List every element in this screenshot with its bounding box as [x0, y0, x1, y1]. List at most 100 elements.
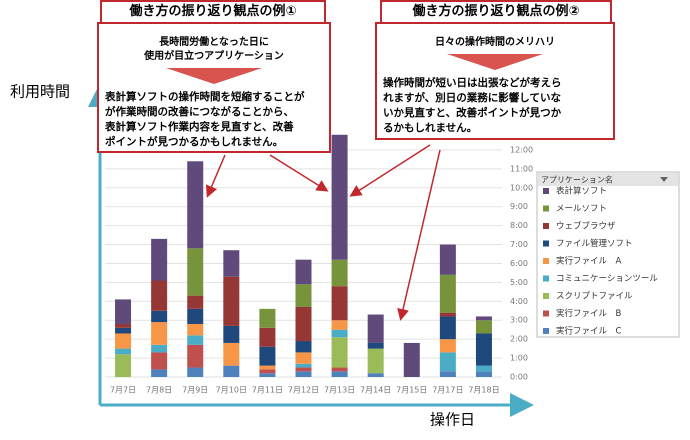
annotation-body: いか見直すと、改善ポイントが見つか	[383, 107, 562, 119]
bar-segment	[331, 134, 348, 260]
bar-segment	[295, 371, 312, 377]
bar-segment	[439, 339, 456, 353]
bar-segment	[223, 342, 240, 366]
x-tick-label: 7月12日	[288, 386, 319, 395]
annotation-box: 日々の操作時間のメリハリ操作時間が短い日は出張などが考えら れますが、別日の業務に…	[375, 22, 615, 140]
annotation-body: 表計算ソフト作業内容を見直すと、改善	[105, 121, 294, 133]
bar-segment	[367, 348, 384, 374]
x-tick-label: 7月7日	[110, 386, 136, 395]
legend-swatch	[543, 188, 549, 194]
bar-segment	[223, 276, 240, 326]
legend-swatch	[543, 310, 549, 317]
bar-segment	[223, 325, 240, 343]
annotation-body: ポイントが見つかるかもしれません。	[105, 136, 284, 148]
bar-segment	[295, 352, 312, 364]
annotation-subtitle: 日々の操作時間のメリハリ	[435, 37, 555, 48]
bar-segment	[151, 344, 168, 353]
annotation-body: 表計算ソフトの操作時間を短縮することが	[105, 91, 305, 103]
bar-segment	[475, 365, 492, 372]
x-tick-label: 7月11日	[252, 386, 283, 395]
y-tick-label: 2:00	[510, 335, 528, 344]
bar-segment	[115, 299, 132, 325]
bar-segment	[187, 308, 204, 325]
bar-segment	[439, 316, 456, 340]
arrow	[349, 144, 431, 197]
legend-title: アプリケーション名	[541, 175, 613, 185]
legend-label: 実行ファイル A	[556, 256, 622, 267]
bar-segment	[295, 363, 312, 368]
x-tick-label: 7月9日	[182, 386, 208, 395]
y-tick-label: 0:00	[510, 373, 528, 382]
bar-segment	[187, 335, 204, 345]
bar-segment	[439, 352, 456, 372]
bar-segment	[331, 337, 348, 368]
bar-segment	[151, 322, 168, 345]
bar-segment	[367, 373, 384, 377]
bar-segment	[259, 365, 276, 370]
legend-swatch	[543, 293, 549, 299]
legend-header	[538, 173, 678, 186]
bar-segment	[187, 248, 204, 296]
annotation-subtitle: 使用が目立つアプリケーション	[144, 51, 284, 62]
x-tick-label: 7月8日	[146, 386, 172, 395]
legend-label: スクリプトファイル	[556, 292, 633, 302]
bar-segment	[223, 365, 240, 377]
bar-segment	[115, 348, 132, 355]
bar-segment	[331, 320, 348, 330]
bar-segment	[367, 314, 384, 343]
bar-segment	[331, 329, 348, 338]
y-tick-label: 9:00	[510, 202, 528, 211]
bar-segment	[331, 367, 348, 372]
y-tick-label: 3:00	[510, 316, 528, 325]
legend-swatch	[543, 275, 549, 282]
bar-segment	[115, 354, 132, 377]
legend-box	[536, 171, 680, 338]
filter-icon	[660, 177, 668, 182]
bar-segment	[439, 312, 456, 317]
bar-segment	[259, 308, 276, 328]
bar-segment	[331, 286, 348, 321]
legend-swatch	[543, 328, 549, 334]
y-tick-label: 8:00	[510, 221, 528, 230]
annotation-body: るかもしれません。	[383, 122, 478, 134]
arrow	[397, 149, 441, 321]
y-tick-label: 5:00	[510, 278, 528, 287]
x-tick-label: 7月17日	[432, 386, 463, 395]
bar-segment	[295, 367, 312, 372]
bar-segment	[475, 371, 492, 377]
legend-label: 実行ファイル C	[556, 326, 622, 337]
annotation-triangle	[166, 68, 262, 84]
bar-segment	[151, 369, 168, 377]
bar-segment	[115, 327, 132, 334]
bar-segment	[475, 316, 492, 321]
annotation-body: が作業時間の改善につながることから、	[105, 106, 294, 118]
bar-segment	[475, 333, 492, 366]
y-tick-label: 6:00	[510, 259, 528, 268]
bar-segment	[295, 341, 312, 353]
bar-segment	[151, 280, 168, 311]
y-tick-label: 10:00	[510, 183, 533, 192]
bar-segment	[187, 367, 204, 377]
bar-segment	[115, 333, 132, 349]
annotation-body: 操作時間が短い日は出張などが考えら	[383, 77, 562, 89]
legend-swatch	[543, 205, 549, 212]
bar-segment	[259, 327, 276, 347]
bar-segment	[187, 161, 204, 249]
bar-segment	[403, 342, 420, 377]
bar-segment	[115, 324, 132, 328]
annotation-subtitle: 長時間労働となった日に	[159, 37, 269, 48]
bar-segment	[439, 274, 456, 313]
bar-segment	[439, 244, 456, 275]
legend-swatch	[543, 240, 549, 247]
bar-segment	[259, 346, 276, 366]
legend-label: 実行ファイル B	[556, 308, 622, 319]
legend-label: ウェブブラウザ	[556, 221, 616, 232]
bar-segment	[187, 324, 204, 336]
annotation-body: れますが、別日の業務に影響していな	[383, 92, 561, 104]
y-axis-label: 利用時間	[10, 83, 70, 101]
x-tick-label: 7月13日	[324, 386, 355, 395]
y-tick-label: 7:00	[510, 240, 528, 249]
annotation-triangle	[447, 54, 543, 70]
